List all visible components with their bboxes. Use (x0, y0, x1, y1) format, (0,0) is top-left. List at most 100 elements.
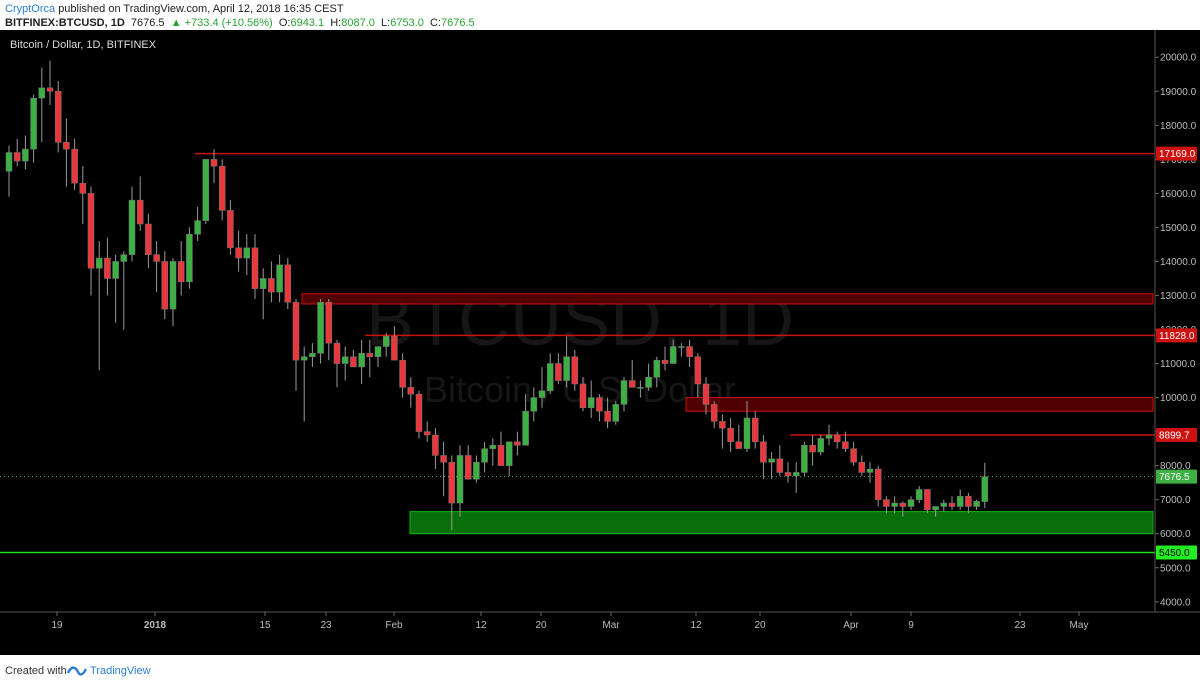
candle[interactable] (678, 343, 685, 357)
candle[interactable] (596, 394, 603, 422)
candle[interactable] (522, 394, 529, 446)
candle[interactable] (63, 118, 70, 187)
candle[interactable] (661, 346, 669, 371)
candle[interactable] (637, 380, 644, 398)
candle[interactable] (415, 390, 423, 439)
candle[interactable] (579, 377, 587, 412)
candle[interactable] (932, 506, 939, 517)
candle[interactable] (956, 489, 964, 510)
candlestick-chart[interactable]: BTCUSD, 1D Bitcoin / U.S. Dollar 20000.0… (0, 30, 1200, 655)
candle[interactable] (473, 455, 480, 483)
candle[interactable] (948, 496, 956, 510)
candle[interactable] (194, 206, 201, 242)
candle[interactable] (440, 441, 447, 497)
candle[interactable] (325, 298, 333, 361)
candle[interactable] (907, 496, 915, 510)
candle[interactable] (218, 159, 226, 221)
candle[interactable] (169, 258, 177, 327)
candle[interactable] (915, 486, 923, 504)
candle[interactable] (505, 441, 513, 476)
candle[interactable] (530, 387, 538, 422)
resistance-zone[interactable] (685, 397, 1154, 412)
candle[interactable] (251, 234, 259, 299)
candle[interactable] (448, 455, 456, 531)
candle[interactable] (735, 424, 743, 449)
candle[interactable] (710, 400, 718, 429)
candle[interactable] (817, 435, 825, 456)
candle[interactable] (87, 186, 95, 296)
candle[interactable] (366, 339, 374, 378)
candle[interactable] (350, 349, 357, 368)
candle[interactable] (686, 339, 693, 367)
candle[interactable] (374, 346, 382, 367)
candle[interactable] (13, 138, 21, 167)
candle[interactable] (776, 445, 784, 476)
candle[interactable] (489, 438, 497, 466)
candle[interactable] (973, 499, 980, 510)
candle[interactable] (514, 431, 521, 456)
candle[interactable] (883, 496, 890, 514)
candle[interactable] (309, 343, 316, 367)
candle[interactable] (587, 380, 595, 418)
candle[interactable] (104, 237, 111, 296)
candle[interactable] (358, 339, 365, 384)
candle[interactable] (153, 241, 160, 293)
candle[interactable] (235, 230, 242, 272)
candle[interactable] (628, 360, 636, 388)
candle[interactable] (940, 499, 948, 512)
candle[interactable] (464, 445, 472, 480)
candle[interactable] (850, 441, 857, 466)
candle[interactable] (555, 353, 562, 384)
candle[interactable] (546, 353, 554, 395)
candle[interactable] (284, 258, 292, 310)
candle[interactable] (719, 414, 726, 449)
candle[interactable] (423, 421, 431, 442)
candle[interactable] (784, 462, 792, 483)
candle[interactable] (538, 366, 546, 408)
candle[interactable] (136, 176, 144, 231)
candle[interactable] (30, 94, 37, 163)
candle[interactable] (858, 455, 866, 476)
candle[interactable] (46, 60, 54, 105)
candle[interactable] (227, 200, 234, 255)
candle[interactable] (751, 411, 759, 449)
candle[interactable] (456, 445, 464, 517)
candle[interactable] (760, 435, 767, 480)
candle[interactable] (833, 431, 841, 449)
candle[interactable] (842, 431, 849, 453)
candle[interactable] (891, 496, 898, 514)
candle[interactable] (809, 435, 816, 466)
candle[interactable] (243, 234, 251, 276)
candle[interactable] (210, 149, 218, 184)
candle[interactable] (292, 298, 300, 391)
candle[interactable] (768, 452, 775, 480)
candle[interactable] (276, 254, 283, 303)
candle[interactable] (5, 145, 13, 197)
candle[interactable] (22, 135, 29, 170)
chart-pane[interactable]: BTCUSD, 1D Bitcoin / U.S. Dollar 20000.0… (0, 30, 1200, 655)
candle[interactable] (563, 336, 570, 388)
candle[interactable] (79, 166, 87, 224)
candle[interactable] (825, 424, 833, 446)
candle[interactable] (604, 397, 611, 429)
candle[interactable] (300, 346, 308, 422)
candle[interactable] (899, 501, 907, 517)
candle[interactable] (391, 326, 398, 361)
tradingview-brand[interactable]: TradingView (90, 665, 151, 677)
candle[interactable] (620, 377, 628, 412)
candle[interactable] (120, 251, 128, 330)
candle[interactable] (71, 138, 78, 190)
candle[interactable] (112, 254, 119, 323)
candle[interactable] (481, 441, 488, 473)
candle[interactable] (407, 377, 415, 408)
candle[interactable] (612, 400, 620, 425)
candle[interactable] (645, 363, 652, 391)
candle[interactable] (981, 462, 989, 509)
candle[interactable] (571, 349, 579, 391)
candle[interactable] (54, 81, 62, 153)
candle[interactable] (268, 261, 275, 303)
candle[interactable] (186, 227, 193, 289)
candle[interactable] (653, 356, 661, 388)
candle[interactable] (161, 251, 169, 320)
candle[interactable] (399, 353, 406, 398)
